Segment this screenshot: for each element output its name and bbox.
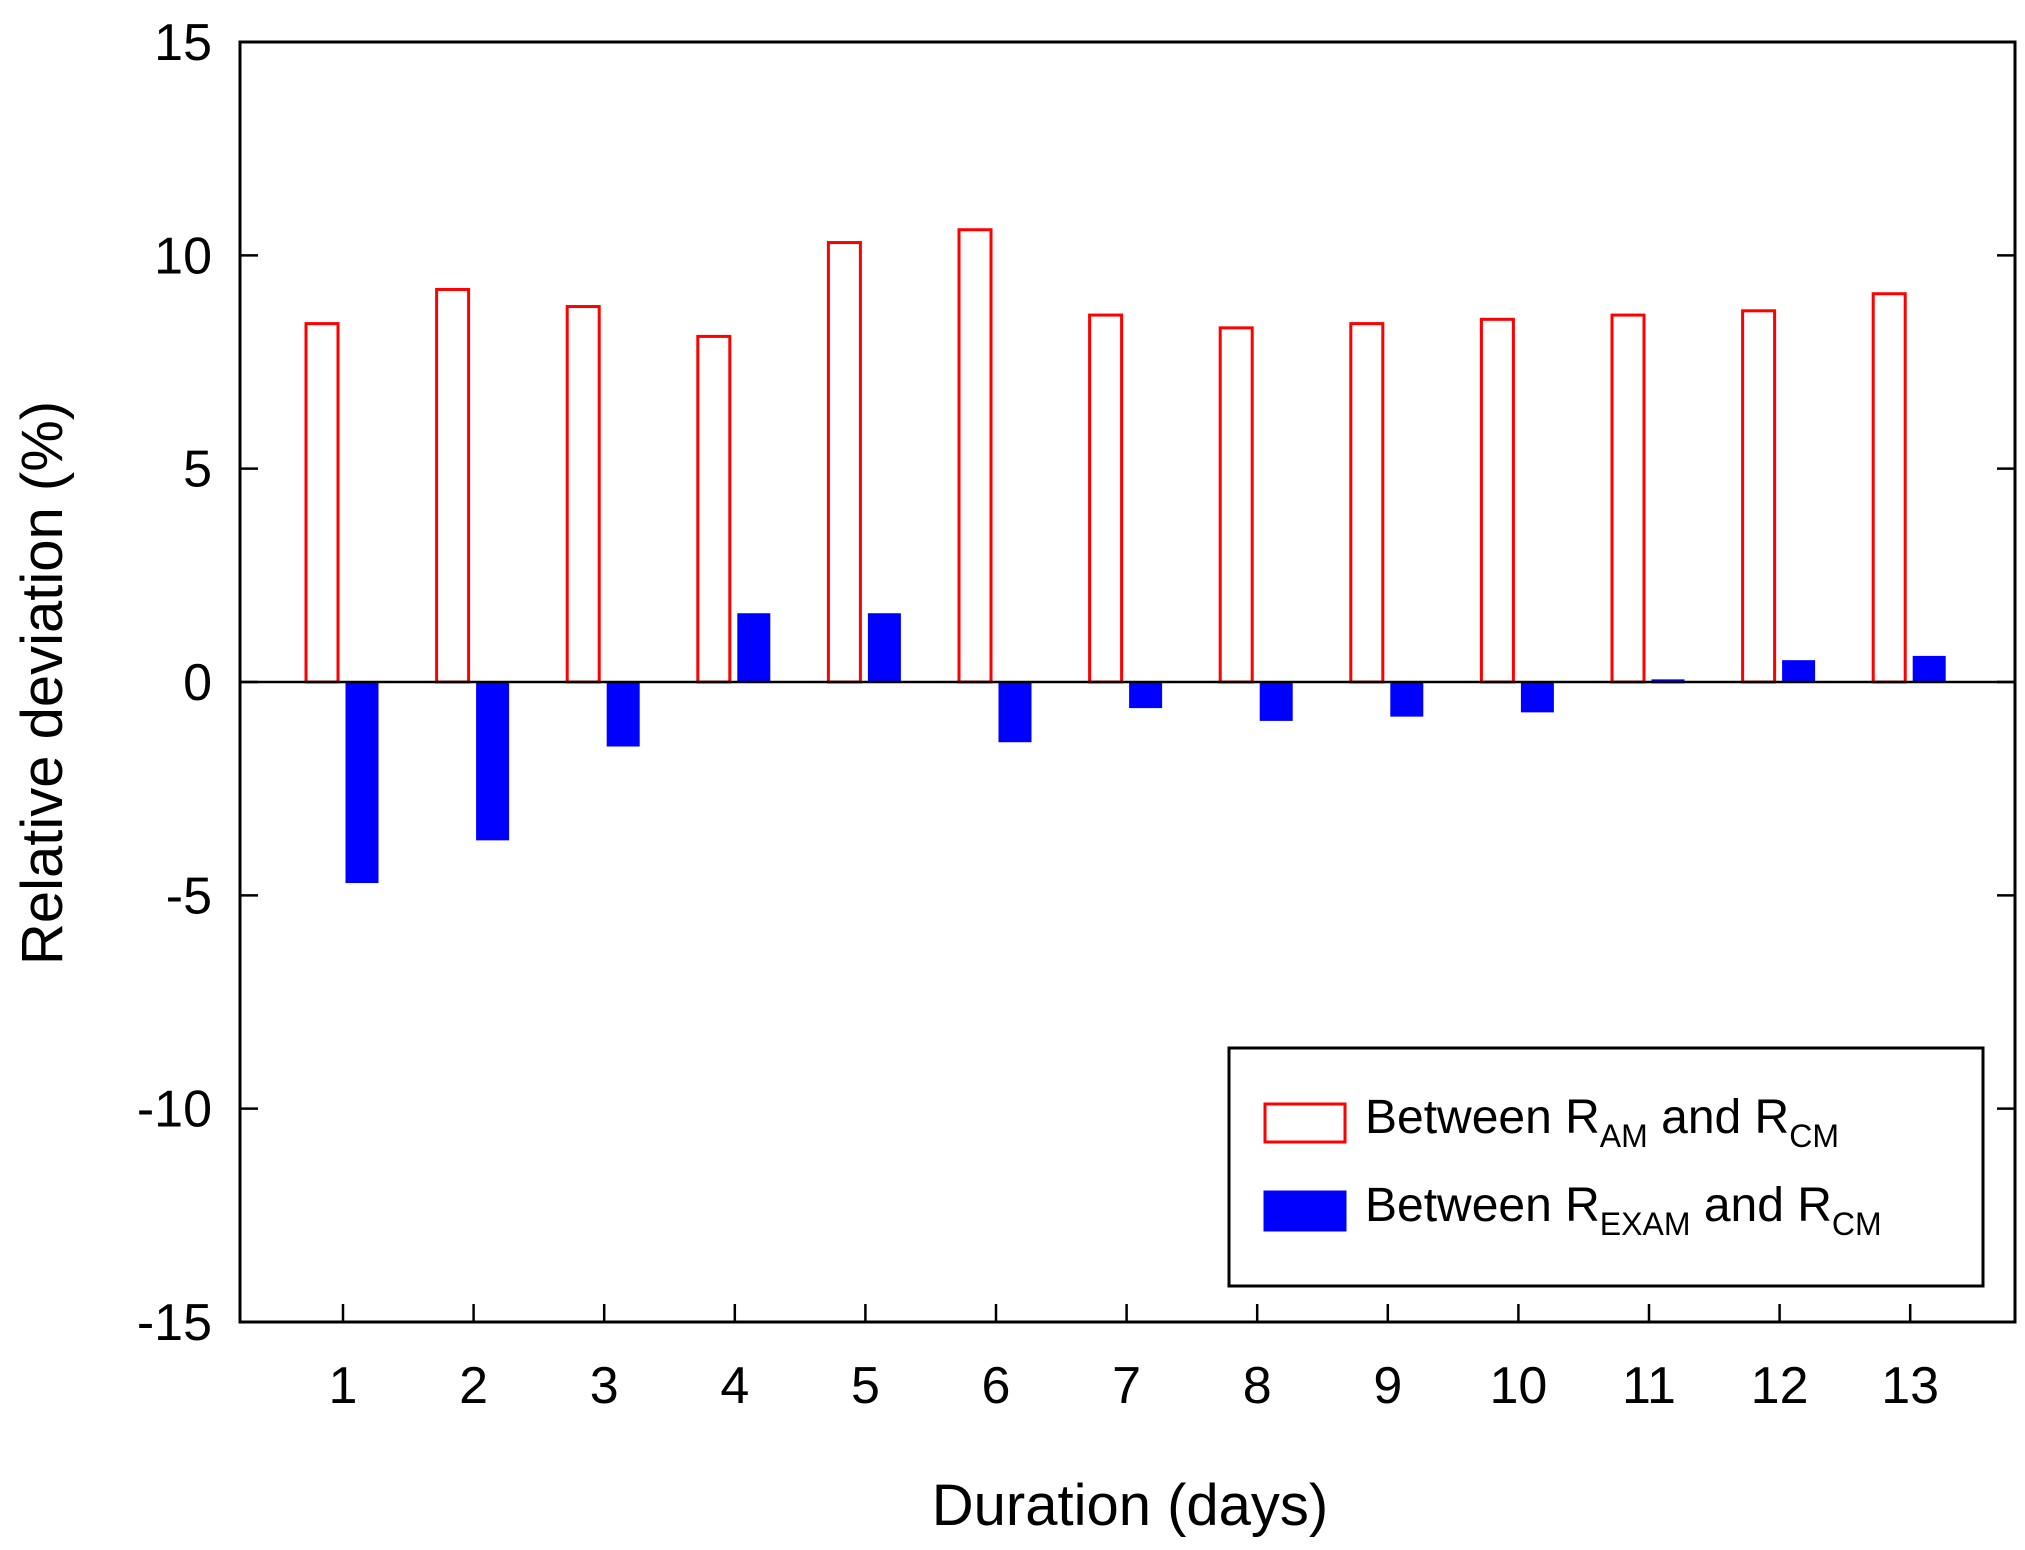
legend-box bbox=[1227, 1046, 1985, 1288]
x-tick-label: 11 bbox=[1622, 1357, 1676, 1415]
bar-am-cm bbox=[1349, 322, 1385, 684]
y-tick-label: 10 bbox=[154, 227, 212, 285]
legend-entry-exam: Between REXAM and RCM bbox=[1365, 1179, 1882, 1242]
x-tick-label: 10 bbox=[1489, 1357, 1547, 1415]
bar-am-cm bbox=[1479, 317, 1515, 684]
x-tick-label: 6 bbox=[982, 1357, 1011, 1415]
legend-swatch-filled bbox=[1263, 1190, 1347, 1232]
x-tick-label: 13 bbox=[1881, 1357, 1939, 1415]
legend-entry-am-prefix: Between R bbox=[1365, 1091, 1600, 1144]
legend-entry-exam-sub1: EXAM bbox=[1600, 1206, 1691, 1242]
bar-exam-cm bbox=[1390, 681, 1424, 717]
bar-am-cm bbox=[696, 334, 732, 684]
legend-entry-am-sub1: AM bbox=[1600, 1118, 1648, 1154]
bar-exam-cm bbox=[737, 613, 771, 683]
legend-entry-exam-prefix: Between R bbox=[1365, 1179, 1600, 1232]
x-tick-label: 4 bbox=[720, 1357, 749, 1415]
bar-exam-cm bbox=[1912, 655, 1946, 683]
x-tick-label: 7 bbox=[1112, 1357, 1141, 1415]
bar-am-cm bbox=[1871, 292, 1907, 684]
x-tick-label: 5 bbox=[851, 1357, 880, 1415]
x-axis-title: Duration (days) bbox=[932, 1473, 1328, 1538]
bar-exam-cm bbox=[476, 681, 510, 841]
bar-exam-cm bbox=[1520, 681, 1554, 713]
bar-am-cm bbox=[1741, 309, 1777, 684]
x-tick-label: 3 bbox=[590, 1357, 619, 1415]
y-tick-label: -10 bbox=[137, 1081, 212, 1139]
bar-exam-cm bbox=[867, 613, 901, 683]
x-tick-label: 8 bbox=[1243, 1357, 1272, 1415]
x-tick-label: 1 bbox=[329, 1357, 358, 1415]
bar-exam-cm bbox=[606, 681, 640, 747]
y-tick-label: -5 bbox=[166, 867, 212, 925]
bar-am-cm bbox=[565, 305, 601, 684]
legend-entry-am: Between RAM and RCM bbox=[1365, 1091, 1839, 1154]
bar-am-cm bbox=[435, 287, 471, 684]
bar-am-cm bbox=[826, 241, 862, 684]
legend: Between RAM and RCM Between REXAM and RC… bbox=[1227, 1046, 1985, 1288]
x-tick-label: 12 bbox=[1751, 1357, 1809, 1415]
y-axis-title: Relative deviation (%) bbox=[10, 401, 75, 965]
bar-am-cm bbox=[957, 228, 993, 684]
bar-am-cm bbox=[1088, 313, 1124, 684]
y-tick-label: -15 bbox=[137, 1294, 212, 1352]
legend-entry-exam-middle: and R bbox=[1690, 1179, 1831, 1232]
bar-am-cm bbox=[1218, 326, 1254, 684]
bar-am-cm bbox=[1610, 313, 1646, 684]
bar-exam-cm bbox=[998, 681, 1032, 743]
bars-layer bbox=[304, 228, 1946, 884]
bar-exam-cm bbox=[1259, 681, 1293, 721]
bar-am-cm bbox=[304, 322, 340, 684]
y-tick-label: 5 bbox=[183, 441, 212, 499]
x-tick-label: 2 bbox=[459, 1357, 488, 1415]
x-tick-label: 9 bbox=[1373, 1357, 1402, 1415]
bar-exam-cm bbox=[1782, 660, 1816, 683]
legend-entry-exam-sub2: CM bbox=[1832, 1206, 1882, 1242]
bar-exam-cm bbox=[1129, 681, 1163, 709]
y-tick-label: 15 bbox=[154, 14, 212, 72]
plot-frame bbox=[238, 40, 2017, 1324]
legend-entry-am-middle: and R bbox=[1648, 1091, 1789, 1144]
legend-entry-am-sub2: CM bbox=[1789, 1118, 1839, 1154]
legend-swatch-hollow bbox=[1263, 1102, 1347, 1144]
bar-exam-cm bbox=[345, 681, 379, 884]
y-tick-label: 0 bbox=[183, 654, 212, 712]
